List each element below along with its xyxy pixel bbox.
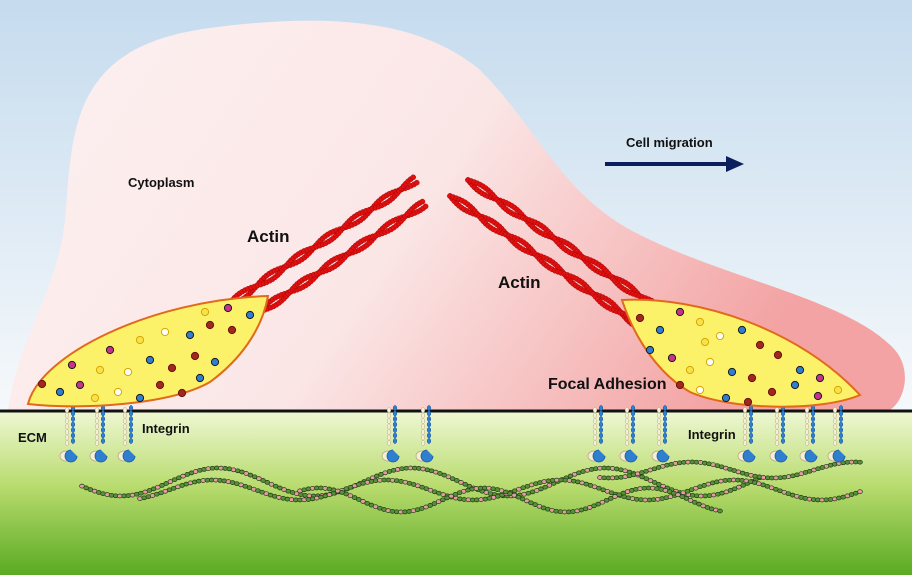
protein-dot-right-0 [635, 313, 645, 323]
protein-dot-left-20 [205, 320, 215, 330]
ecm-fibers [79, 459, 863, 515]
protein-dot-left-1 [55, 387, 65, 397]
integrin-10 [799, 405, 818, 463]
protein-dot-right-9 [667, 353, 677, 363]
focal-adhesion-label: Focal Adhesion [548, 376, 667, 393]
protein-dot-right-18 [695, 385, 705, 395]
protein-dot-left-10 [95, 365, 105, 375]
protein-dot-left-15 [210, 357, 220, 367]
protein-dot-right-21 [675, 380, 685, 390]
integrins [59, 405, 846, 463]
adhesion-proteins-left [37, 303, 255, 403]
protein-dot-left-9 [67, 360, 77, 370]
ecm-label: ECM [18, 430, 47, 445]
integrin-11 [827, 405, 846, 463]
protein-dot-left-7 [177, 388, 187, 398]
protein-dot-right-6 [755, 340, 765, 350]
protein-dot-right-8 [645, 345, 655, 355]
ecm-fiber-3 [297, 485, 723, 515]
protein-dot-left-22 [245, 310, 255, 320]
integrin-label-right: Integrin [688, 427, 736, 442]
protein-dot-right-14 [767, 387, 777, 397]
actin-filaments [225, 174, 655, 333]
protein-dot-right-11 [705, 357, 715, 367]
protein-dot-right-15 [790, 380, 800, 390]
integrin-2 [117, 405, 136, 463]
focal-adhesion-left [26, 294, 270, 408]
actin-label-left: Actin [247, 227, 290, 246]
protein-dot-left-2 [75, 380, 85, 390]
integrin-5 [587, 405, 606, 463]
adhesion-proteins-right [635, 307, 843, 407]
protein-dot-right-2 [675, 307, 685, 317]
protein-dot-left-8 [195, 373, 205, 383]
integrin-7 [651, 405, 670, 463]
protein-dot-right-1 [655, 325, 665, 335]
protein-dot-left-23 [223, 303, 233, 313]
integrin-3 [381, 405, 400, 463]
integrin-4 [415, 405, 434, 463]
protein-dot-left-13 [167, 363, 177, 373]
protein-dot-left-21 [227, 325, 237, 335]
actin-filament-right-1 [465, 177, 655, 309]
protein-dot-left-24 [200, 307, 210, 317]
protein-dot-right-12 [727, 367, 737, 377]
protein-dot-left-16 [105, 345, 115, 355]
protein-dot-right-4 [715, 331, 725, 341]
protein-dot-right-5 [737, 325, 747, 335]
protein-dot-right-20 [743, 397, 753, 407]
protein-dot-right-16 [813, 391, 823, 401]
protein-dot-right-7 [773, 350, 783, 360]
integrin-8 [737, 405, 756, 463]
protein-dot-left-12 [145, 355, 155, 365]
protein-dot-left-19 [185, 330, 195, 340]
ecm-fiber-4 [597, 459, 863, 481]
protein-dot-right-19 [721, 393, 731, 403]
integrin-label-left: Integrin [142, 421, 190, 436]
protein-dot-left-18 [160, 327, 170, 337]
protein-dot-right-3 [695, 317, 705, 327]
right-arrow-icon [605, 156, 744, 172]
protein-dot-right-23 [815, 373, 825, 383]
protein-dot-left-6 [155, 380, 165, 390]
protein-dot-left-3 [90, 393, 100, 403]
protein-dot-left-0 [37, 379, 47, 389]
protein-dot-left-4 [113, 387, 123, 397]
focal-adhesion-right [620, 298, 862, 408]
protein-dot-left-11 [123, 367, 133, 377]
integrin-0 [59, 405, 78, 463]
integrin-1 [89, 405, 108, 463]
adhesion-body-right [620, 298, 862, 408]
actin-label-right: Actin [498, 273, 541, 292]
integrin-6 [619, 405, 638, 463]
protein-dot-left-14 [190, 351, 200, 361]
cell-migration-label: Cell migration [626, 135, 713, 150]
actin-filament-right-2 [447, 193, 641, 329]
protein-dot-left-17 [135, 335, 145, 345]
protein-dot-right-17 [833, 385, 843, 395]
protein-dot-right-24 [700, 337, 710, 347]
protein-dot-right-10 [685, 365, 695, 375]
protein-dot-right-13 [747, 373, 757, 383]
cytoplasm-label: Cytoplasm [128, 175, 194, 190]
actin-filament-left-2 [229, 198, 429, 333]
protein-dot-right-22 [795, 365, 805, 375]
protein-dot-left-5 [135, 393, 145, 403]
